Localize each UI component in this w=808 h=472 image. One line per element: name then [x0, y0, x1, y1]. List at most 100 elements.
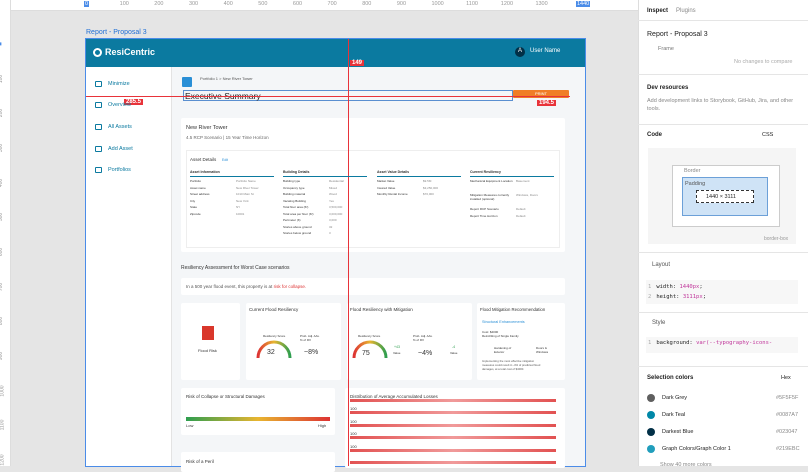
code-token: var(--typography-icons-	[696, 340, 773, 346]
hex-select[interactable]: Hex	[781, 375, 791, 381]
detail-label: Report Time Horizon	[470, 213, 498, 218]
collapse-title: Risk of Collapse or Structural Damages	[186, 394, 265, 399]
ruler-label: 1100	[0, 419, 6, 431]
section-title: Code	[647, 132, 662, 138]
ruler-label: 700	[0, 282, 5, 291]
nav-icon	[95, 124, 102, 130]
nav-item[interactable]: Add Asset	[108, 146, 133, 152]
box-label: Padding	[685, 181, 706, 187]
code-line: 1 width: 1440px;	[648, 284, 798, 293]
code-token: background:	[656, 340, 697, 346]
ruler-label: 1300	[535, 1, 548, 7]
score: 32	[267, 349, 275, 356]
asset-name: New River Tower	[186, 125, 228, 131]
color-hex: #219EBC	[776, 446, 800, 452]
color-name: Graph Colors/Graph Color 1	[662, 446, 731, 452]
ruler-label: 1200	[500, 1, 514, 7]
detail-label: Report RCP Scenario	[470, 207, 499, 211]
divider	[638, 20, 808, 21]
detail-value: 3,000	[329, 218, 337, 222]
brand-icon	[93, 48, 102, 57]
banner-text: In a 500 year flood event, this property…	[186, 284, 306, 289]
detail-value: 3,500,000	[329, 205, 343, 209]
detail-label: Occupancy type	[283, 185, 305, 190]
nav-item[interactable]: Overview	[108, 102, 131, 108]
detail-label: Street address	[190, 192, 210, 196]
edit-link[interactable]: Edit	[222, 158, 229, 162]
code-token: ;	[702, 294, 706, 300]
detail-value: New River Tower	[236, 185, 259, 190]
avatar-letter: A	[518, 48, 523, 54]
detail-label: Zipcode	[190, 211, 201, 216]
app-header	[86, 39, 585, 67]
detail-label: Stories below ground	[283, 231, 312, 235]
breadcrumb-item: Portfolio 1	[200, 76, 219, 81]
measure-badge: 285.5	[124, 99, 144, 105]
detail-value: $3,250,000	[423, 185, 439, 190]
frame-label: Report - Proposal 3	[86, 29, 147, 36]
divider	[638, 312, 808, 313]
current-gauge	[256, 340, 292, 359]
ruler-label: 400	[0, 178, 5, 187]
ruler-label: 600	[292, 1, 303, 7]
more-colors[interactable]: Show 40 more colors	[660, 462, 712, 468]
column-rule	[377, 176, 461, 177]
down-label: Value	[450, 351, 458, 355]
tab[interactable]: Plugins	[676, 8, 696, 14]
asset-card	[181, 118, 565, 252]
nav-item[interactable]: Minimize	[108, 81, 130, 87]
sidebar	[86, 67, 172, 466]
flood-risk-label: Flood Risk	[198, 348, 217, 353]
collapse-bar	[186, 417, 330, 421]
down: -4	[452, 345, 456, 349]
aal-label: Prob. Adj. AAL % of RV	[300, 334, 320, 342]
color-hex: #0087A7	[776, 412, 799, 418]
recommendation-card	[477, 303, 565, 380]
loss-bar	[350, 399, 556, 402]
banner-main: In a 500 year flood event, this property…	[186, 284, 273, 289]
column-rule	[190, 176, 274, 177]
detail-value: $70,000	[423, 192, 434, 196]
ruler-label: 100	[0, 74, 5, 83]
ruler-label: 300	[188, 1, 199, 7]
color-hex: #5F5F5F	[776, 395, 799, 401]
detail-value: Mixed	[329, 185, 338, 190]
loss-label: 100	[350, 431, 357, 436]
loss-bar	[350, 449, 556, 452]
color-name: Dark Teal	[662, 412, 686, 418]
ruler-label: 0	[0, 42, 2, 46]
detail-value: Windows, Doors	[516, 193, 538, 197]
print-button[interactable]	[513, 90, 569, 98]
code-token: height:	[656, 294, 683, 300]
nav-item[interactable]: All Assets	[108, 124, 132, 130]
code-token: ;	[699, 284, 703, 290]
detail-value: 3,000,000	[329, 211, 343, 216]
nav-icon	[95, 146, 102, 152]
detail-value: 32	[329, 224, 333, 229]
lang[interactable]: CSS	[762, 132, 774, 138]
detail-value: 1010 Main St	[236, 192, 254, 196]
detail-value: Yes	[329, 198, 334, 203]
box-label: Border	[684, 168, 701, 174]
column-title: Current Resiliency	[470, 170, 501, 174]
section-title: Style	[652, 320, 666, 326]
avatar	[515, 47, 525, 57]
tab[interactable]: Inspect	[647, 8, 669, 14]
detail-label: Perimeter (ft)	[283, 218, 301, 222]
rec-title: Flood Mitigation Recommendation	[480, 307, 546, 312]
nav-item[interactable]: Portfolios	[108, 167, 131, 173]
rec-note: Implementing the most effective mitigati…	[482, 359, 541, 371]
detail-label: State	[190, 205, 198, 209]
nav-icon	[95, 81, 102, 87]
code-token: 2	[648, 294, 652, 300]
ruler-label: 900	[0, 351, 5, 361]
loss-label: 100	[350, 406, 357, 411]
detail-value: Default	[516, 207, 526, 211]
detail-label: Mechanical Equipment Location	[470, 179, 513, 183]
detail-label: Asset name	[190, 185, 206, 190]
code-line: 2 height: 3111px;	[648, 294, 798, 303]
detail-value: Residential	[329, 179, 344, 183]
code-area	[646, 337, 798, 353]
detail-label: Total area per floor (ft²)	[283, 211, 314, 216]
